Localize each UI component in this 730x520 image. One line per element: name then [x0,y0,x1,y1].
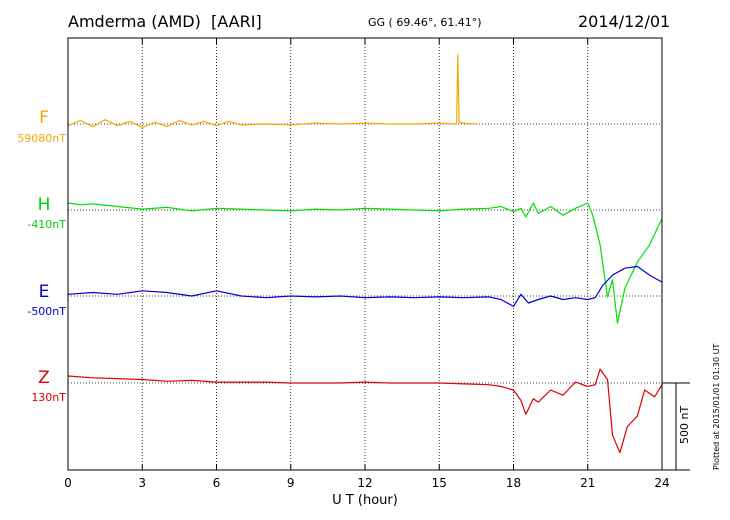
station-title: Amderma (AMD) [AARI] [68,12,262,31]
x-tick-6: 6 [213,38,221,490]
channel-h-baseline: -410nT [27,218,66,231]
series-line-f [67,53,477,129]
x-tick-12: 12 [357,38,373,490]
channel-f-baseline: 59080nT [17,132,66,145]
x-tick-3: 3 [138,38,146,490]
x-tick-0: 0 [64,38,72,490]
network-name: [AARI] [211,12,262,31]
vertical-gridlines [141,38,589,470]
x-axis-label: U T (hour) [332,493,398,508]
x-tick-label-0: 0 [64,476,72,490]
geographic-coords: GG ( 69.46°, 61.41°) [368,16,482,29]
x-tick-label-9: 9 [287,476,295,490]
x-tick-9: 9 [287,38,295,490]
channel-e-label: E [38,282,50,302]
x-tick-label-24: 24 [654,476,669,490]
x-axis-ticks: 0 3 6 9 12 15 18 21 24 [64,38,670,490]
series-line-e [67,265,663,307]
channel-h-label: H [37,195,51,215]
x-tick-18: 18 [506,38,521,490]
series-traces [67,53,663,454]
horizontal-gridlines [68,123,662,384]
channel-z-baseline: 130nT [31,391,66,404]
plotted-timestamp: Plotted at 2015/01/01 01:30 UT [712,343,721,470]
x-tick-label-3: 3 [138,476,146,490]
scale-bar-label: 500 nT [678,405,691,444]
x-tick-label-6: 6 [213,476,221,490]
x-tick-21: 21 [580,38,595,490]
x-tick-15: 15 [432,38,447,490]
channel-z-label: Z [38,368,50,388]
chart-date: 2014/12/01 [578,12,671,31]
scale-bar [662,382,690,471]
channel-e-baseline: -500nT [27,305,66,318]
x-tick-label-18: 18 [506,476,521,490]
x-tick-label-15: 15 [432,476,447,490]
station-name: Amderma (AMD) [68,12,201,31]
x-tick-24: 24 [654,38,670,490]
channel-f-label: F [39,108,49,128]
series-line-z [67,368,663,454]
x-tick-label-12: 12 [357,476,372,490]
x-tick-label-21: 21 [580,476,595,490]
series-line-h [67,202,663,324]
